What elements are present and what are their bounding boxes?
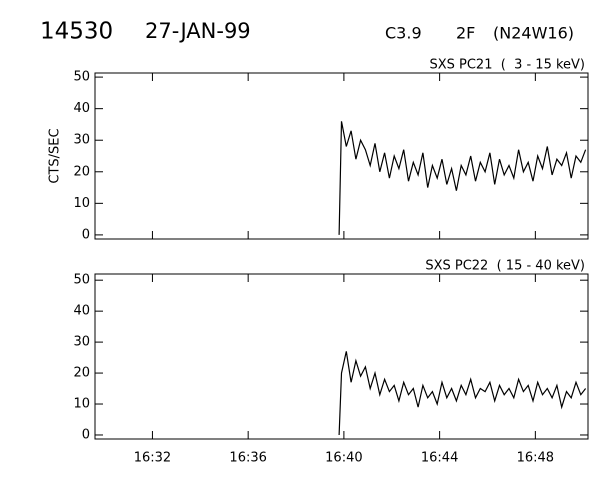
y-tick-label: 50 — [73, 273, 90, 288]
y-tick-label: 0 — [82, 427, 90, 442]
x-tick-label: 16:48 — [517, 451, 554, 466]
count-rate-line — [338, 351, 587, 436]
y-tick-label: 50 — [73, 70, 90, 85]
plot-frame — [94, 72, 589, 240]
y-tick-label: 40 — [73, 304, 90, 319]
y-tick-label: 30 — [73, 335, 90, 350]
x-tick-label: 16:32 — [134, 451, 171, 466]
panel-title: SXS PC21 ( 3 - 15 keV) — [429, 58, 585, 73]
y-tick-label: 20 — [73, 366, 90, 381]
optical-class: 2F — [456, 24, 475, 43]
x-tick-label: 16:40 — [325, 451, 362, 466]
y-tick-label: 10 — [73, 397, 90, 412]
y-tick-label: 30 — [73, 133, 90, 148]
y-tick-label: 10 — [73, 196, 90, 211]
count-rate-line — [338, 121, 587, 235]
location: (N24W16) — [493, 24, 574, 43]
plot-frame — [94, 273, 589, 440]
event-id: 14530 — [40, 19, 113, 45]
event-date: 27-JAN-99 — [145, 19, 251, 43]
y-tick-label: 40 — [73, 101, 90, 116]
x-tick-label: 16:36 — [229, 451, 266, 466]
y-tick-label: 0 — [82, 227, 90, 242]
y-axis-label: CTS/SEC — [48, 128, 63, 183]
panel-title: SXS PC22 ( 15 - 40 keV) — [425, 259, 585, 274]
y-tick-label: 20 — [73, 164, 90, 179]
flare-class: C3.9 — [385, 24, 422, 43]
x-tick-label: 16:44 — [421, 451, 458, 466]
